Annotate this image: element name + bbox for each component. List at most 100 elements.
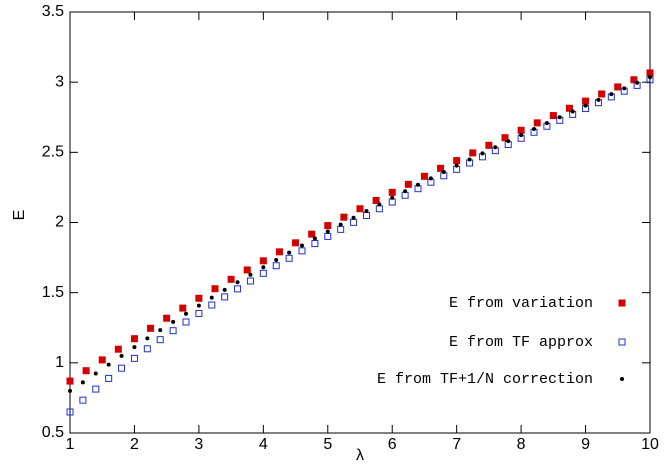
point bbox=[356, 205, 364, 213]
point bbox=[92, 385, 100, 393]
point bbox=[325, 229, 330, 234]
point bbox=[635, 80, 640, 85]
point bbox=[184, 311, 188, 316]
point bbox=[259, 257, 267, 265]
point bbox=[114, 345, 122, 353]
point bbox=[119, 353, 124, 358]
point bbox=[420, 172, 428, 180]
point bbox=[324, 232, 332, 240]
point bbox=[272, 262, 280, 270]
point bbox=[259, 269, 267, 277]
point bbox=[614, 83, 622, 91]
point bbox=[350, 218, 358, 226]
point bbox=[506, 139, 511, 144]
point bbox=[234, 285, 242, 293]
point bbox=[403, 189, 408, 194]
point bbox=[298, 247, 306, 255]
point bbox=[364, 208, 369, 213]
point bbox=[243, 266, 251, 274]
point bbox=[337, 225, 345, 233]
y-tick-label: 3.5 bbox=[42, 3, 64, 20]
point bbox=[646, 69, 654, 77]
point bbox=[375, 205, 383, 213]
point bbox=[158, 328, 163, 333]
x-tick-label: 4 bbox=[259, 436, 268, 453]
point bbox=[246, 277, 254, 285]
point bbox=[195, 294, 203, 302]
x-tick-label: 3 bbox=[194, 436, 203, 453]
point bbox=[340, 213, 348, 221]
legend-marker bbox=[618, 338, 626, 346]
legend-marker bbox=[620, 377, 624, 381]
point bbox=[68, 388, 72, 393]
point bbox=[235, 280, 240, 285]
legend-marker bbox=[618, 299, 626, 307]
point bbox=[130, 354, 138, 362]
point bbox=[390, 195, 395, 200]
legend-label: E from TF+1/N correction bbox=[377, 371, 593, 388]
point bbox=[377, 202, 382, 207]
point bbox=[300, 243, 304, 248]
point bbox=[93, 371, 98, 376]
point bbox=[209, 295, 214, 300]
point bbox=[156, 336, 164, 344]
point bbox=[292, 239, 300, 247]
point bbox=[485, 141, 493, 149]
legend-label: E from TF approx bbox=[449, 334, 593, 351]
point bbox=[338, 222, 343, 227]
point bbox=[428, 176, 433, 181]
point bbox=[285, 254, 293, 262]
point bbox=[583, 103, 588, 108]
point bbox=[312, 236, 317, 241]
x-tick-label: 2 bbox=[130, 436, 139, 453]
point bbox=[82, 367, 90, 375]
point bbox=[596, 97, 601, 102]
point bbox=[311, 240, 319, 248]
point bbox=[261, 265, 266, 270]
point bbox=[609, 92, 614, 97]
point bbox=[469, 149, 477, 157]
point bbox=[467, 157, 472, 162]
point bbox=[493, 145, 498, 150]
point bbox=[598, 90, 606, 98]
point bbox=[622, 86, 627, 91]
x-tick-label: 7 bbox=[452, 436, 461, 453]
y-tick-label: 1.5 bbox=[42, 284, 64, 301]
point bbox=[308, 230, 316, 238]
point bbox=[372, 196, 380, 204]
point bbox=[105, 374, 113, 382]
point bbox=[222, 287, 227, 292]
y-tick-label: 0.5 bbox=[42, 424, 64, 441]
point bbox=[404, 180, 412, 188]
point bbox=[196, 303, 201, 308]
point bbox=[130, 335, 138, 343]
point bbox=[557, 115, 562, 120]
point bbox=[221, 293, 229, 301]
x-tick-label: 8 bbox=[517, 436, 526, 453]
plot-frame bbox=[69, 11, 651, 434]
y-tick-label: 2.5 bbox=[42, 144, 64, 161]
point bbox=[248, 272, 253, 277]
point bbox=[582, 97, 590, 105]
point bbox=[79, 396, 87, 404]
point bbox=[80, 380, 85, 385]
y-tick-label: 1 bbox=[55, 354, 64, 371]
point bbox=[630, 76, 638, 84]
point bbox=[143, 345, 151, 353]
point bbox=[195, 309, 203, 317]
point bbox=[454, 163, 459, 168]
point bbox=[171, 319, 176, 324]
point bbox=[517, 126, 525, 134]
point bbox=[501, 134, 509, 142]
x-axis-label: λ bbox=[356, 447, 364, 464]
point bbox=[388, 188, 396, 196]
y-tick-label: 2 bbox=[55, 214, 64, 231]
point bbox=[66, 377, 74, 385]
point bbox=[118, 364, 126, 372]
x-tick-label: 10 bbox=[641, 436, 659, 453]
point bbox=[388, 198, 396, 206]
x-tick-label: 9 bbox=[581, 436, 590, 453]
point bbox=[227, 275, 235, 283]
point bbox=[182, 318, 190, 326]
point bbox=[145, 336, 150, 341]
